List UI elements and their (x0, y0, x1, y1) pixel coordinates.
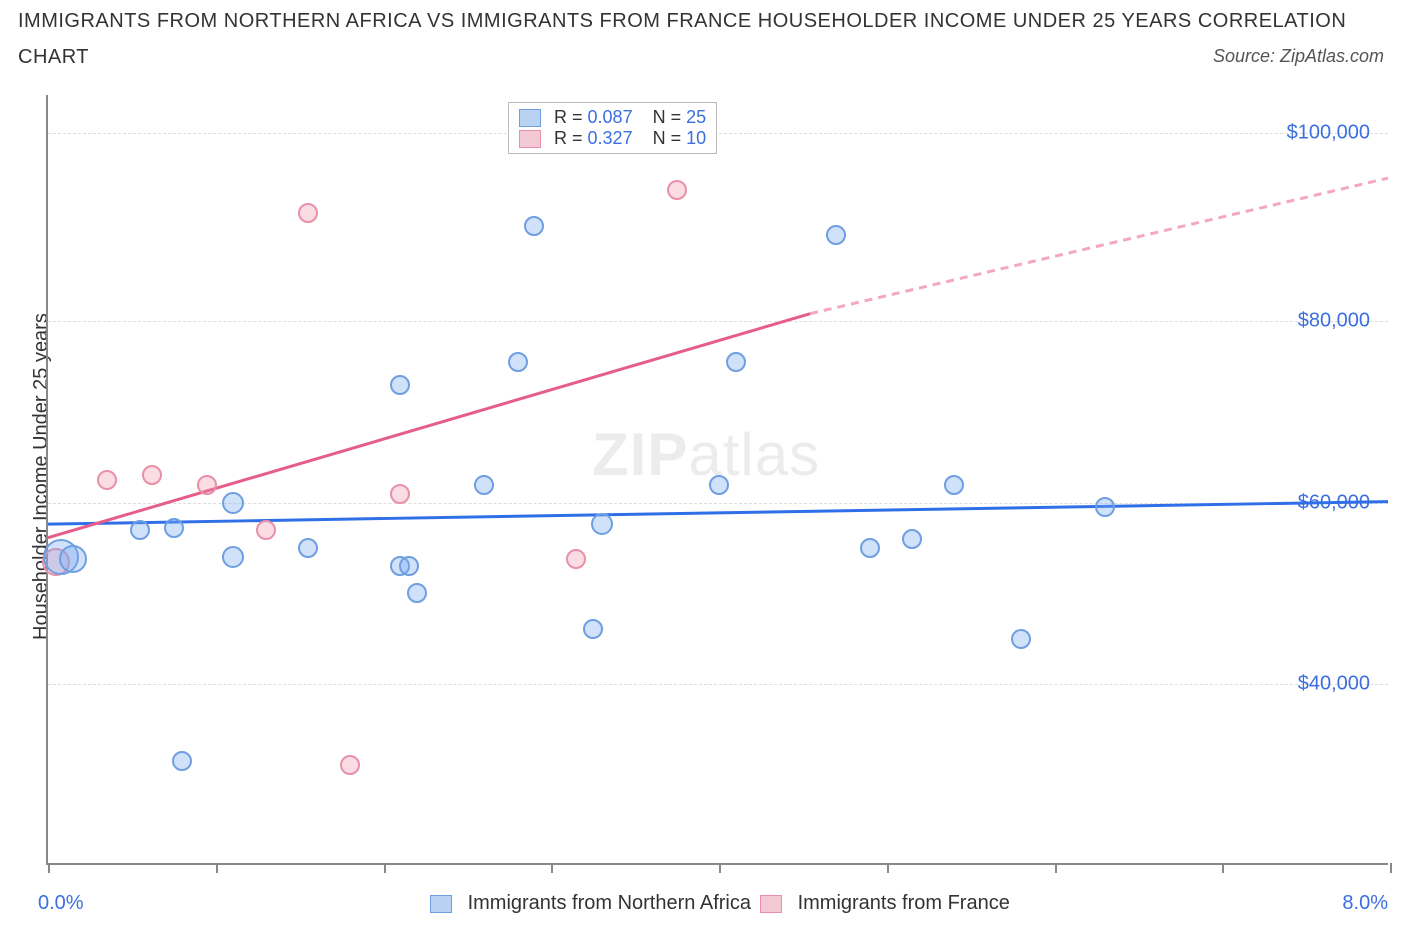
legend-bottom-swatch-blue (430, 895, 452, 913)
scatter-point-blue (1095, 497, 1115, 517)
x-tick (384, 863, 386, 873)
x-tick (216, 863, 218, 873)
legend-stats-row-pink: R = 0.327 N = 10 (519, 128, 706, 149)
legend-stats-r-pink: 0.327 (588, 128, 633, 148)
plot-area: ZIPatlas $40,000$60,000$80,000$100,000 R… (46, 95, 1388, 865)
legend-bottom-label-blue: Immigrants from Northern Africa (468, 892, 751, 914)
legend-bottom-blue: Immigrants from Northern Africa (430, 892, 751, 915)
x-axis-min-label: 0.0% (38, 892, 84, 915)
scatter-point-pink (97, 470, 117, 490)
x-tick (48, 863, 50, 873)
scatter-point-blue (390, 375, 410, 395)
scatter-point-blue (944, 475, 964, 495)
scatter-point-blue (222, 492, 244, 514)
legend-stats-n-pink: 10 (686, 128, 706, 148)
scatter-point-pink (142, 465, 162, 485)
chart-title-line2: CHART (18, 46, 89, 69)
trend-line-pink-dash (810, 178, 1388, 314)
scatter-point-blue (524, 216, 544, 236)
scatter-point-pink (566, 549, 586, 569)
legend-stats-r-blue: 0.087 (588, 107, 633, 127)
x-tick (887, 863, 889, 873)
scatter-point-blue (407, 583, 427, 603)
source-text: Source: ZipAtlas.com (1213, 46, 1384, 67)
legend-bottom-pink: Immigrants from France (760, 892, 1010, 915)
legend-stats-swatch-pink (519, 130, 541, 148)
legend-bottom-label-pink: Immigrants from France (798, 892, 1010, 914)
scatter-point-pink (298, 203, 318, 223)
scatter-point-pink (390, 484, 410, 504)
legend-stats-swatch-blue (519, 109, 541, 127)
scatter-point-pink (340, 755, 360, 775)
scatter-point-blue (591, 513, 613, 535)
scatter-point-blue (826, 225, 846, 245)
trend-line-pink-solid (48, 314, 810, 538)
x-tick (1222, 863, 1224, 873)
legend-stats-n-blue: 25 (686, 107, 706, 127)
chart-title-line1: IMMIGRANTS FROM NORTHERN AFRICA VS IMMIG… (18, 10, 1346, 33)
scatter-point-blue (298, 538, 318, 558)
scatter-point-blue (164, 518, 184, 538)
scatter-point-blue (172, 751, 192, 771)
scatter-point-blue (508, 352, 528, 372)
scatter-point-blue (583, 619, 603, 639)
scatter-point-blue (726, 352, 746, 372)
scatter-point-blue (130, 520, 150, 540)
scatter-point-blue (709, 475, 729, 495)
scatter-point-blue (860, 538, 880, 558)
x-tick (1055, 863, 1057, 873)
legend-bottom-swatch-pink (760, 895, 782, 913)
legend-stats-box: R = 0.087 N = 25 R = 0.327 N = 10 (508, 102, 717, 154)
scatter-point-blue (902, 529, 922, 549)
trend-line-blue (48, 502, 1388, 525)
scatter-point-pink (256, 520, 276, 540)
x-axis-max-label: 8.0% (1342, 892, 1388, 915)
scatter-point-blue (474, 475, 494, 495)
scatter-point-blue (222, 546, 244, 568)
x-tick (719, 863, 721, 873)
scatter-point-blue (399, 556, 419, 576)
x-tick (1390, 863, 1392, 873)
x-tick (551, 863, 553, 873)
scatter-point-pink (667, 180, 687, 200)
legend-stats-row-blue: R = 0.087 N = 25 (519, 107, 706, 128)
scatter-point-pink (197, 475, 217, 495)
scatter-point-blue (59, 545, 87, 573)
scatter-point-blue (1011, 629, 1031, 649)
